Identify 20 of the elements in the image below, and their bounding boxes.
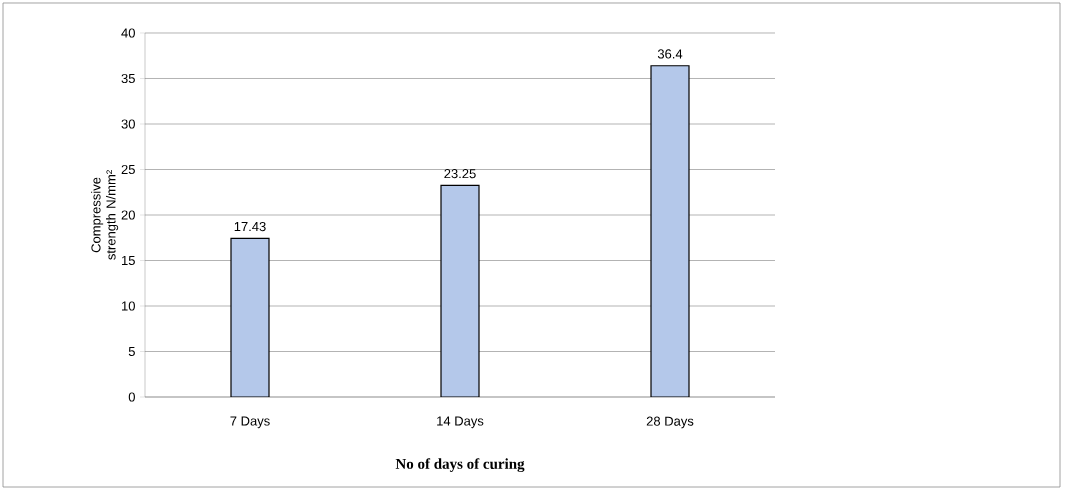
y-tick-label: 5 bbox=[128, 346, 135, 357]
x-tick-label: 7 Days bbox=[230, 416, 270, 429]
y-tick-label: 35 bbox=[121, 73, 135, 84]
bar bbox=[650, 65, 690, 397]
x-tick-label: 28 Days bbox=[646, 416, 694, 429]
data-label: 23.25 bbox=[444, 169, 476, 179]
y-tick-label: 30 bbox=[121, 119, 135, 129]
data-label: 17.43 bbox=[234, 221, 266, 232]
y-tick-label: 25 bbox=[121, 164, 135, 175]
bar bbox=[440, 184, 480, 397]
y-tick-label: 40 bbox=[121, 28, 135, 38]
x-axis-title: No of days of curing bbox=[395, 458, 525, 473]
y-tick-label: 15 bbox=[121, 255, 135, 266]
y-tick-label: 0 bbox=[128, 392, 135, 402]
bar bbox=[230, 237, 270, 397]
y-axis-title: Compressive strength N/mm² bbox=[91, 170, 119, 260]
y-tick-label: 10 bbox=[121, 301, 135, 311]
data-label: 36.4 bbox=[657, 49, 683, 59]
y-tick-label: 20 bbox=[121, 210, 135, 220]
x-tick-label: 14 Days bbox=[437, 416, 484, 429]
